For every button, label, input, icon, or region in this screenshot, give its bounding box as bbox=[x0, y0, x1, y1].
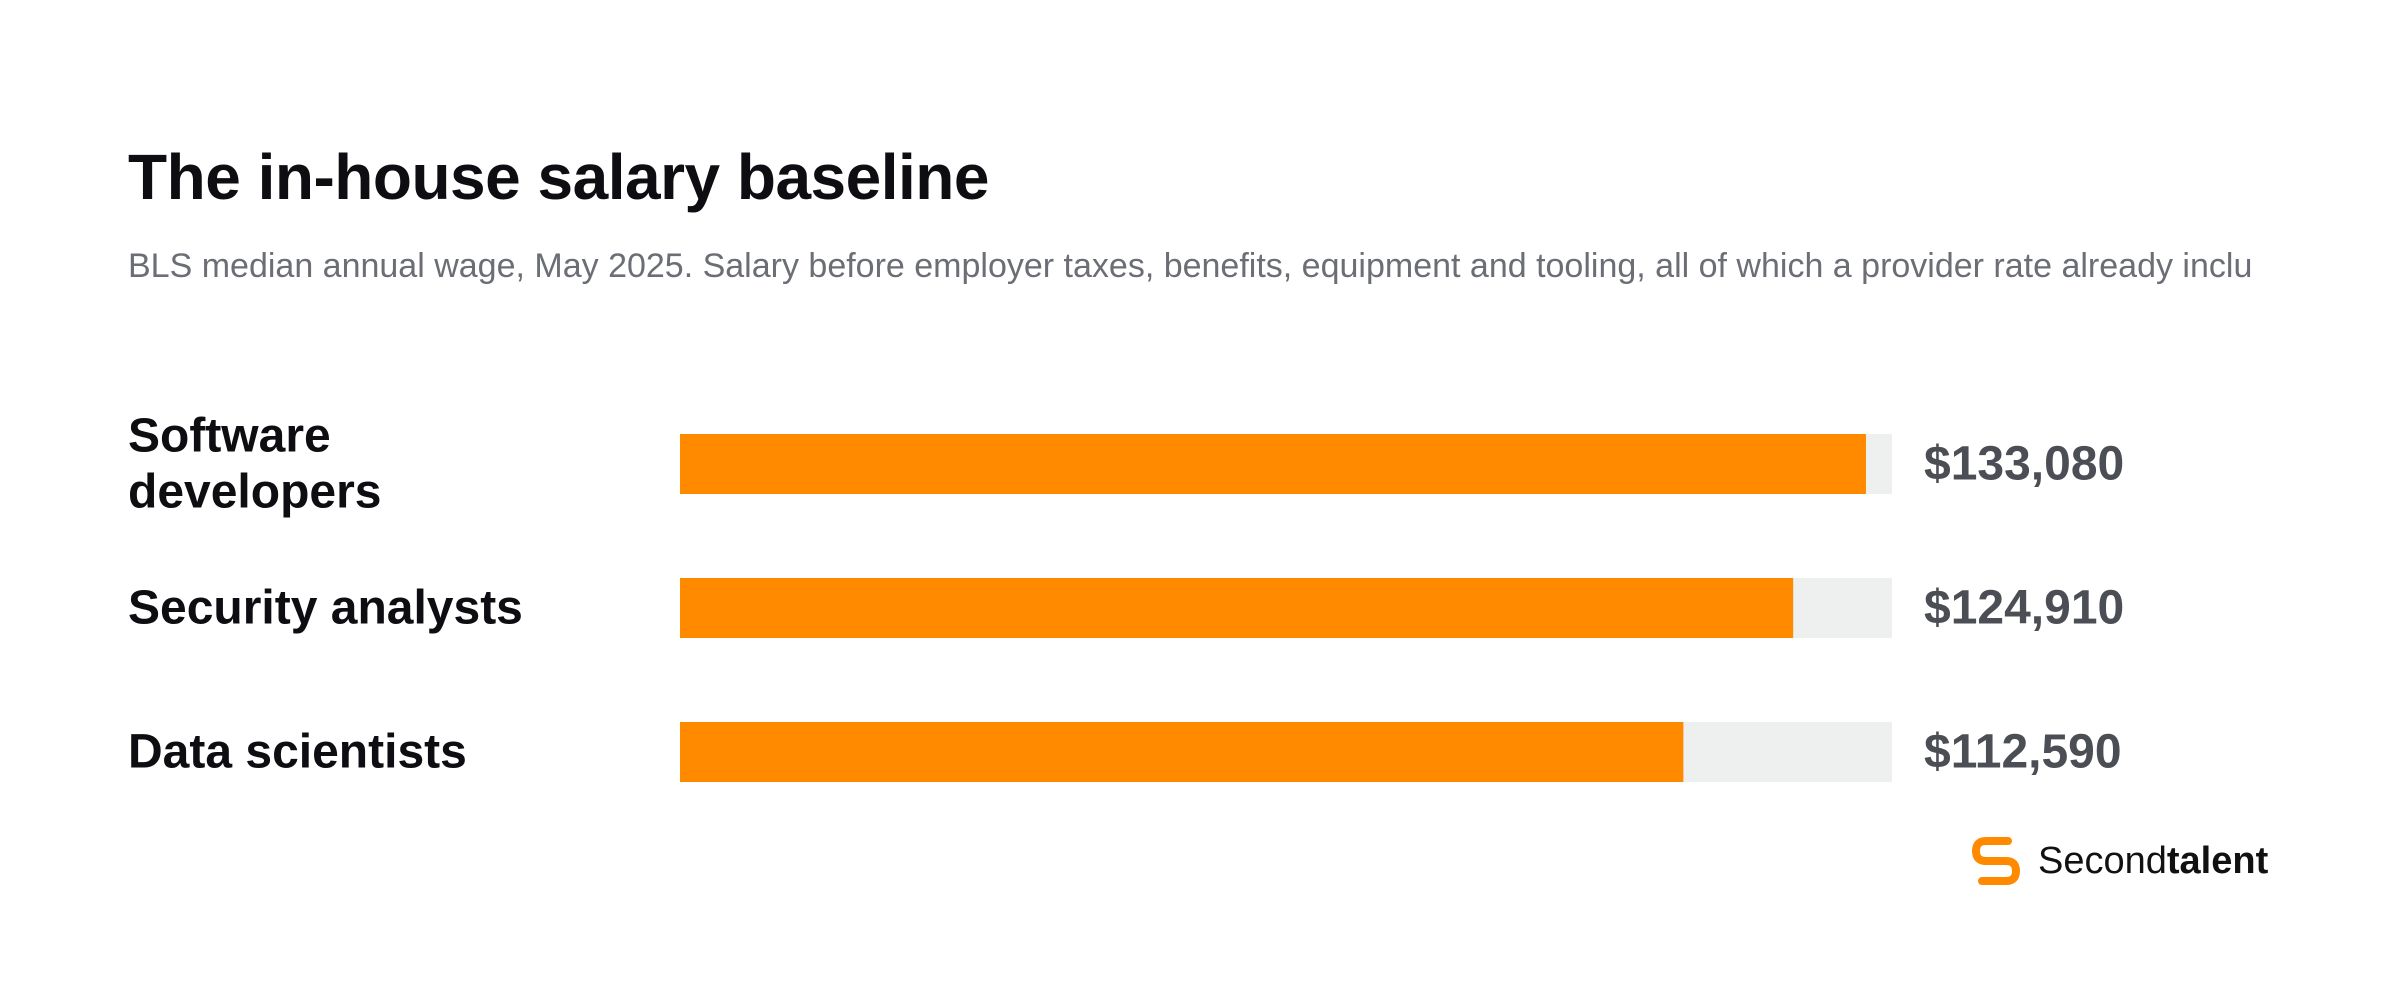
bar-row: Software developers $133,080 bbox=[128, 410, 2124, 519]
chart-title: The in-house salary baseline bbox=[128, 141, 989, 213]
bar-row: Security analysts $124,910 bbox=[128, 578, 2124, 638]
category-label: Software developers bbox=[128, 410, 381, 519]
brand-logo: Secondtalent bbox=[1968, 833, 2268, 889]
bar-row: Data scientists $112,590 bbox=[128, 722, 2122, 782]
brand-name: Secondtalent bbox=[2038, 840, 2268, 883]
category-label-line: Software bbox=[128, 410, 331, 463]
bar bbox=[680, 722, 1684, 782]
chart-subtitle: BLS median annual wage, May 2025. Salary… bbox=[128, 247, 2253, 285]
bar bbox=[680, 434, 1866, 494]
secondtalent-logo-icon bbox=[1972, 837, 2020, 885]
value-label: $112,590 bbox=[1924, 726, 2122, 779]
bar bbox=[680, 578, 1794, 638]
category-label-line: Security analysts bbox=[128, 582, 523, 635]
value-label: $124,910 bbox=[1924, 582, 2124, 635]
brand-name-regular: Second bbox=[2038, 839, 2167, 882]
brand-name-bold: talent bbox=[2166, 839, 2269, 882]
category-label-line: Data scientists bbox=[128, 726, 467, 779]
category-label: Data scientists bbox=[128, 726, 467, 779]
category-label: Security analysts bbox=[128, 582, 523, 635]
value-label: $133,080 bbox=[1924, 438, 2124, 491]
category-label-line: developers bbox=[128, 466, 381, 519]
